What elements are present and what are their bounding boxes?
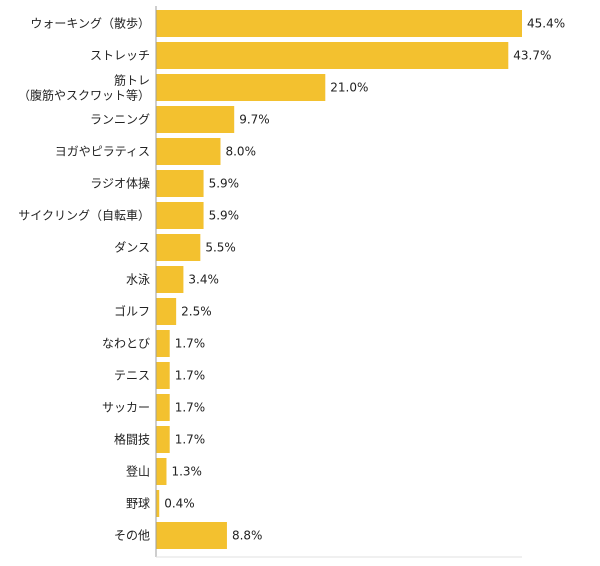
bar-1	[156, 42, 509, 69]
bar-16	[156, 522, 227, 549]
value-label-1: 43.7%	[513, 49, 551, 63]
category-label-4: ヨガやピラティス	[55, 145, 150, 159]
bar-13	[156, 426, 170, 453]
category-label-3: ランニング	[90, 113, 150, 127]
value-label-3: 9.7%	[239, 113, 270, 127]
value-label-8: 3.4%	[188, 273, 219, 287]
category-label-7: ダンス	[114, 240, 150, 255]
value-label-5: 5.9%	[209, 177, 240, 191]
bar-11	[156, 362, 170, 389]
value-label-12: 1.7%	[175, 401, 206, 415]
category-label-6: サイクリング（自転車）	[18, 209, 150, 223]
category-label-5: ラジオ体操	[90, 176, 150, 191]
bar-5	[156, 170, 204, 197]
value-label-7: 5.5%	[205, 241, 236, 255]
bar-15	[156, 490, 160, 517]
value-label-11: 1.7%	[175, 369, 206, 383]
value-label-15: 0.4%	[164, 497, 195, 511]
value-label-6: 5.9%	[209, 209, 240, 223]
bar-3	[156, 106, 235, 133]
bar-7	[156, 234, 201, 261]
category-label-10: なわとび	[102, 337, 150, 351]
category-label-11: テニス	[114, 369, 150, 383]
category-label-1: ストレッチ	[90, 49, 150, 63]
value-label-9: 2.5%	[181, 305, 212, 319]
category-label-9: ゴルフ	[114, 304, 150, 319]
category-label-0: ウォーキング（散歩）	[30, 16, 150, 31]
bar-0	[156, 10, 522, 37]
category-label-2-line-0: 筋トレ	[114, 73, 150, 88]
category-label-14: 登山	[126, 464, 150, 479]
category-label-12: サッカー	[102, 401, 150, 415]
bar-8	[156, 266, 184, 293]
bar-9	[156, 298, 177, 325]
bar-10	[156, 330, 170, 357]
category-label-13: 格闘技	[114, 432, 150, 447]
value-labels-group: 45.4% 43.7% 21.0% 9.7% 8.0% 5.9% 5.9% 5.5% 3.4% 2…	[164, 17, 565, 543]
bar-4	[156, 138, 221, 165]
category-label-2-line-1: （腹筋やスクワット等）	[18, 88, 150, 103]
category-label-16: その他	[114, 529, 150, 543]
value-label-2: 21.0%	[330, 81, 368, 95]
category-label-15: 野球	[126, 497, 150, 511]
bar-6	[156, 202, 204, 229]
value-label-0: 45.4%	[527, 17, 565, 31]
bars-group	[156, 10, 522, 549]
bar-2	[156, 74, 326, 101]
category-label-8: 水泳	[126, 273, 150, 287]
value-label-14: 1.3%	[171, 465, 202, 479]
value-label-4: 8.0%	[225, 145, 256, 159]
category-label-2: 筋トレ（腹筋やスクワット等）	[18, 73, 150, 103]
value-label-13: 1.7%	[175, 433, 206, 447]
value-label-16: 8.8%	[232, 529, 263, 543]
bar-12	[156, 394, 170, 421]
value-label-10: 1.7%	[175, 337, 206, 351]
bar-14	[156, 458, 167, 485]
